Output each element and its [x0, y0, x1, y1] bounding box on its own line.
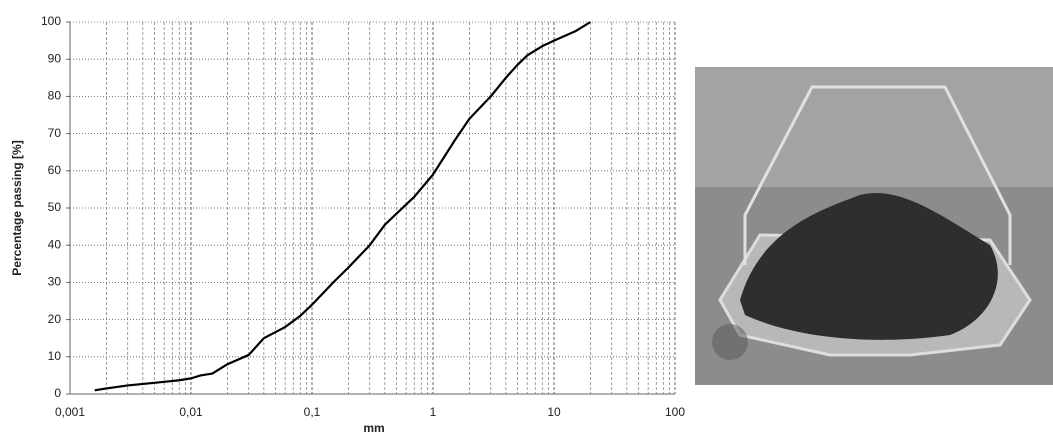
- y-tick-label: 40: [48, 237, 62, 251]
- y-tick-label: 100: [41, 14, 61, 28]
- y-tick-label: 70: [48, 126, 62, 140]
- photo: [695, 67, 1053, 385]
- y-tick-label: 60: [48, 163, 62, 177]
- y-tick-label: 50: [48, 200, 62, 214]
- x-tick-label: 1: [430, 405, 437, 419]
- y-tick-label: 10: [48, 349, 62, 363]
- x-tick-label: 10: [547, 405, 561, 419]
- y-axis-label: Percentage passing [%]: [10, 140, 24, 275]
- x-tick-label: 100: [665, 405, 685, 419]
- y-tick-label: 30: [48, 275, 62, 289]
- x-tick-label: 0,01: [179, 405, 203, 419]
- data-line: [94, 21, 591, 392]
- x-axis-label: mm: [363, 421, 384, 435]
- x-tick-label: 0,001: [55, 405, 85, 419]
- y-tick-label: 80: [48, 89, 62, 103]
- y-tick-label: 90: [48, 51, 62, 65]
- y-tick-label: 20: [48, 312, 62, 326]
- x-tick-label: 0,1: [304, 405, 321, 419]
- y-tick-label: 0: [54, 386, 61, 400]
